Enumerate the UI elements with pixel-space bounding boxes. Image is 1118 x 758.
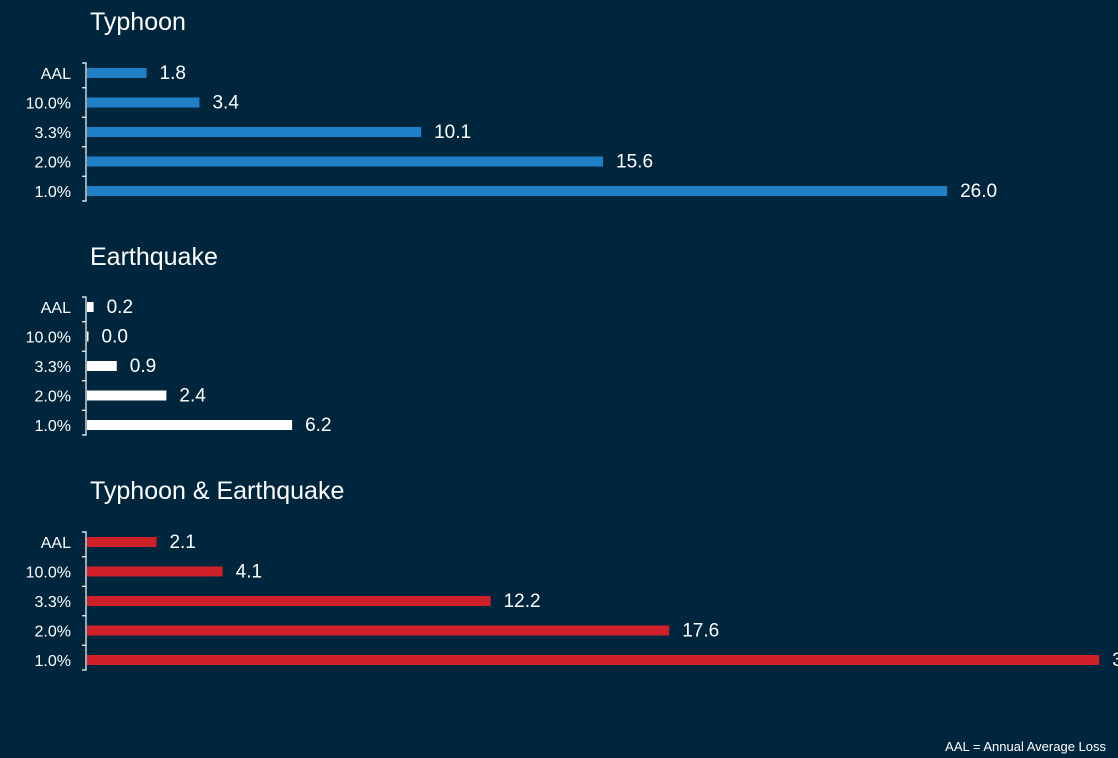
bar [87,390,167,401]
category-axis [82,531,87,671]
category-label: AAL [41,66,71,83]
category-label: 3.3% [35,125,71,142]
data-label: 30.6 [1112,650,1118,671]
bar [87,97,200,108]
data-label: 4.1 [236,562,262,583]
bar [87,655,1100,665]
data-label: 2.4 [179,386,206,407]
data-label: 26.0 [960,181,997,202]
category-label: 1.0% [35,418,71,435]
category-axis [82,62,87,202]
bar [87,361,117,371]
category-label: 1.0% [35,184,71,201]
bar [87,625,670,636]
panel-1: Earthquake AAL 0.2 10.0% 0.0 3.3% 0.9 2.0% 2.4 1.… [26,243,332,436]
bar [87,537,157,547]
data-label: 15.6 [616,152,653,173]
category-label: 1.0% [35,653,71,670]
data-label: 0.9 [130,356,156,377]
data-label: 6.2 [305,415,331,436]
bar [87,302,94,312]
data-label: 1.8 [160,63,186,84]
category-label: 2.0% [35,155,71,172]
footnote: AAL = Annual Average Loss [945,739,1106,754]
panel-title: Earthquake [90,243,218,271]
bar [87,156,604,167]
data-label: 10.1 [434,122,471,143]
bar [87,331,89,342]
panel-title: Typhoon & Earthquake [90,477,344,505]
bar [87,68,147,78]
data-label: 0.0 [102,327,128,348]
data-label: 3.4 [212,93,239,114]
category-label: 3.3% [35,359,71,376]
category-axis [82,296,87,436]
category-label: 10.0% [26,565,71,582]
category-label: 3.3% [35,594,71,611]
bar [87,566,223,577]
category-label: AAL [41,300,71,317]
category-label: 10.0% [26,330,71,347]
bar [87,420,293,430]
panel-0: Typhoon AAL 1.8 10.0% 3.4 3.3% 10.1 2.0% 15.6 1.0… [26,8,997,202]
category-label: 2.0% [35,389,71,406]
panel-title: Typhoon [90,8,186,36]
panel-2: Typhoon & Earthquake AAL 2.1 10.0% 4.1 3.3% 12… [26,477,1118,671]
data-label: 12.2 [504,591,541,612]
data-label: 0.2 [107,297,133,318]
category-label: 10.0% [26,96,71,113]
category-label: 2.0% [35,624,71,641]
bar [87,596,491,606]
data-label: 2.1 [169,532,195,553]
bar [87,186,948,196]
data-label: 17.6 [682,621,719,642]
bar [87,127,422,137]
category-label: AAL [41,535,71,552]
